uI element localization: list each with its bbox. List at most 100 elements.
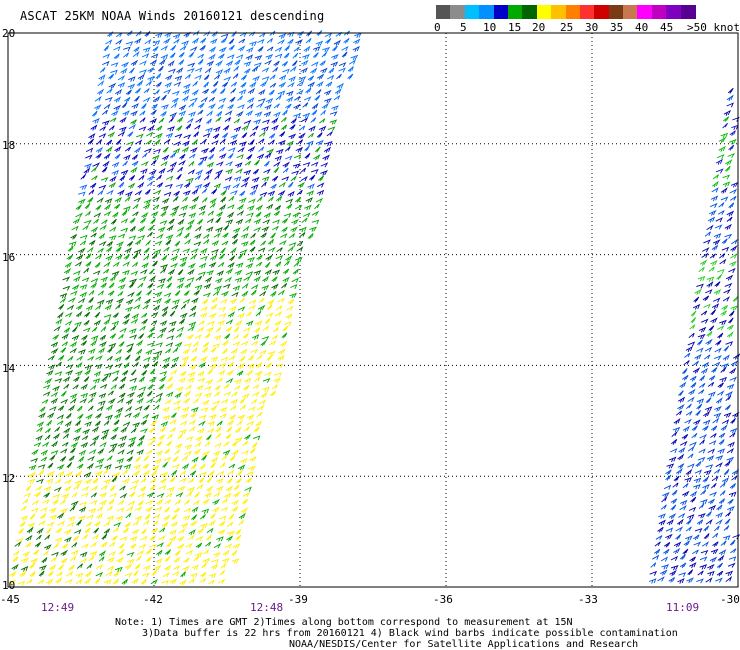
wind-barb (64, 529, 72, 535)
wind-barb (271, 117, 279, 124)
wind-barb (705, 511, 712, 517)
wind-barb (232, 491, 241, 498)
wind-barb (207, 427, 215, 434)
wind-barb (54, 478, 62, 484)
wind-barb (714, 468, 721, 474)
wind-barb (189, 470, 197, 477)
wind-barb (287, 246, 294, 252)
wind-barb (174, 499, 181, 505)
wind-barb (166, 224, 174, 232)
wind-barb (223, 184, 231, 191)
wind-barb (687, 463, 695, 469)
wind-barb (717, 382, 724, 389)
colorbar-label: 0 (434, 21, 441, 34)
wind-barb (113, 53, 120, 60)
wind-barb (152, 46, 159, 52)
wind-barb (155, 392, 164, 398)
wind-barb (725, 390, 733, 397)
wind-barb (188, 161, 195, 167)
wind-barb (724, 404, 731, 411)
wind-barb (235, 319, 243, 327)
wind-barb (183, 290, 190, 297)
wind-barb (307, 183, 315, 190)
wind-barb (173, 141, 181, 147)
wind-barb (157, 226, 166, 233)
wind-barb (137, 440, 143, 447)
wind-barb (188, 102, 195, 108)
wind-barb (680, 440, 688, 447)
wind-barb (190, 254, 197, 260)
wind-barb (145, 131, 154, 137)
wind-barb (47, 571, 54, 577)
wind-barb (709, 253, 716, 259)
wind-barb (286, 203, 293, 210)
wind-barb (190, 46, 198, 52)
wind-barb (97, 447, 105, 455)
wind-barb (228, 413, 237, 421)
wind-barb (675, 467, 683, 475)
wind-barb (95, 355, 103, 361)
wind-barb (17, 528, 24, 534)
wind-barb (203, 30, 211, 37)
wind-barb (249, 455, 257, 462)
wind-barb (158, 278, 166, 284)
wind-barb (156, 283, 165, 289)
wind-barb (215, 326, 222, 333)
wind-barb (728, 491, 737, 497)
wind-barb (277, 289, 286, 296)
wind-barb (715, 340, 722, 346)
wind-barb (231, 238, 238, 245)
wind-barb (228, 463, 236, 469)
wind-barb (194, 441, 202, 448)
wind-barb (172, 456, 179, 463)
wind-barb (78, 515, 86, 521)
wind-barb (181, 454, 189, 461)
wind-barb (190, 356, 197, 362)
wind-barb (99, 67, 106, 73)
wind-barb (146, 397, 154, 404)
wind-barb (66, 254, 73, 261)
wind-barb (263, 212, 271, 219)
wind-barb (158, 384, 165, 390)
wind-barb (183, 397, 191, 404)
wind-barb (256, 354, 263, 360)
wind-barb (652, 554, 660, 560)
wind-barb (112, 471, 120, 478)
wind-barb (73, 483, 81, 490)
wind-barb (208, 153, 215, 160)
wind-barb (50, 450, 59, 456)
wind-barb (285, 255, 293, 262)
wind-barb (725, 575, 733, 583)
wind-barb (188, 534, 195, 541)
wind-barb (245, 109, 254, 117)
wind-barb (84, 163, 93, 169)
wind-barb (74, 427, 82, 434)
wind-barb (314, 95, 321, 101)
wind-barb (251, 284, 259, 290)
wind-barb (149, 275, 157, 282)
wind-barb (193, 131, 200, 138)
wind-barb (708, 375, 716, 381)
wind-barb (247, 363, 255, 369)
wind-barb (126, 449, 134, 455)
wind-barb (306, 190, 315, 196)
wind-barb (241, 498, 248, 505)
wind-barb (173, 405, 181, 411)
wind-barb (125, 405, 133, 412)
wind-barb (252, 391, 260, 397)
wind-barb (670, 498, 678, 504)
wind-barb (19, 521, 26, 528)
wind-barb (670, 448, 678, 454)
wind-barb (156, 174, 162, 181)
wind-barb (192, 341, 199, 347)
wind-barb (63, 383, 70, 390)
wind-barb (207, 320, 215, 326)
wind-barb (129, 67, 135, 74)
wind-barb (246, 154, 253, 160)
wind-barb (173, 190, 180, 197)
wind-barb (128, 123, 137, 130)
wind-barb (156, 498, 164, 505)
wind-barb (719, 258, 727, 265)
wind-barb (282, 167, 289, 174)
wind-barb (100, 282, 107, 289)
